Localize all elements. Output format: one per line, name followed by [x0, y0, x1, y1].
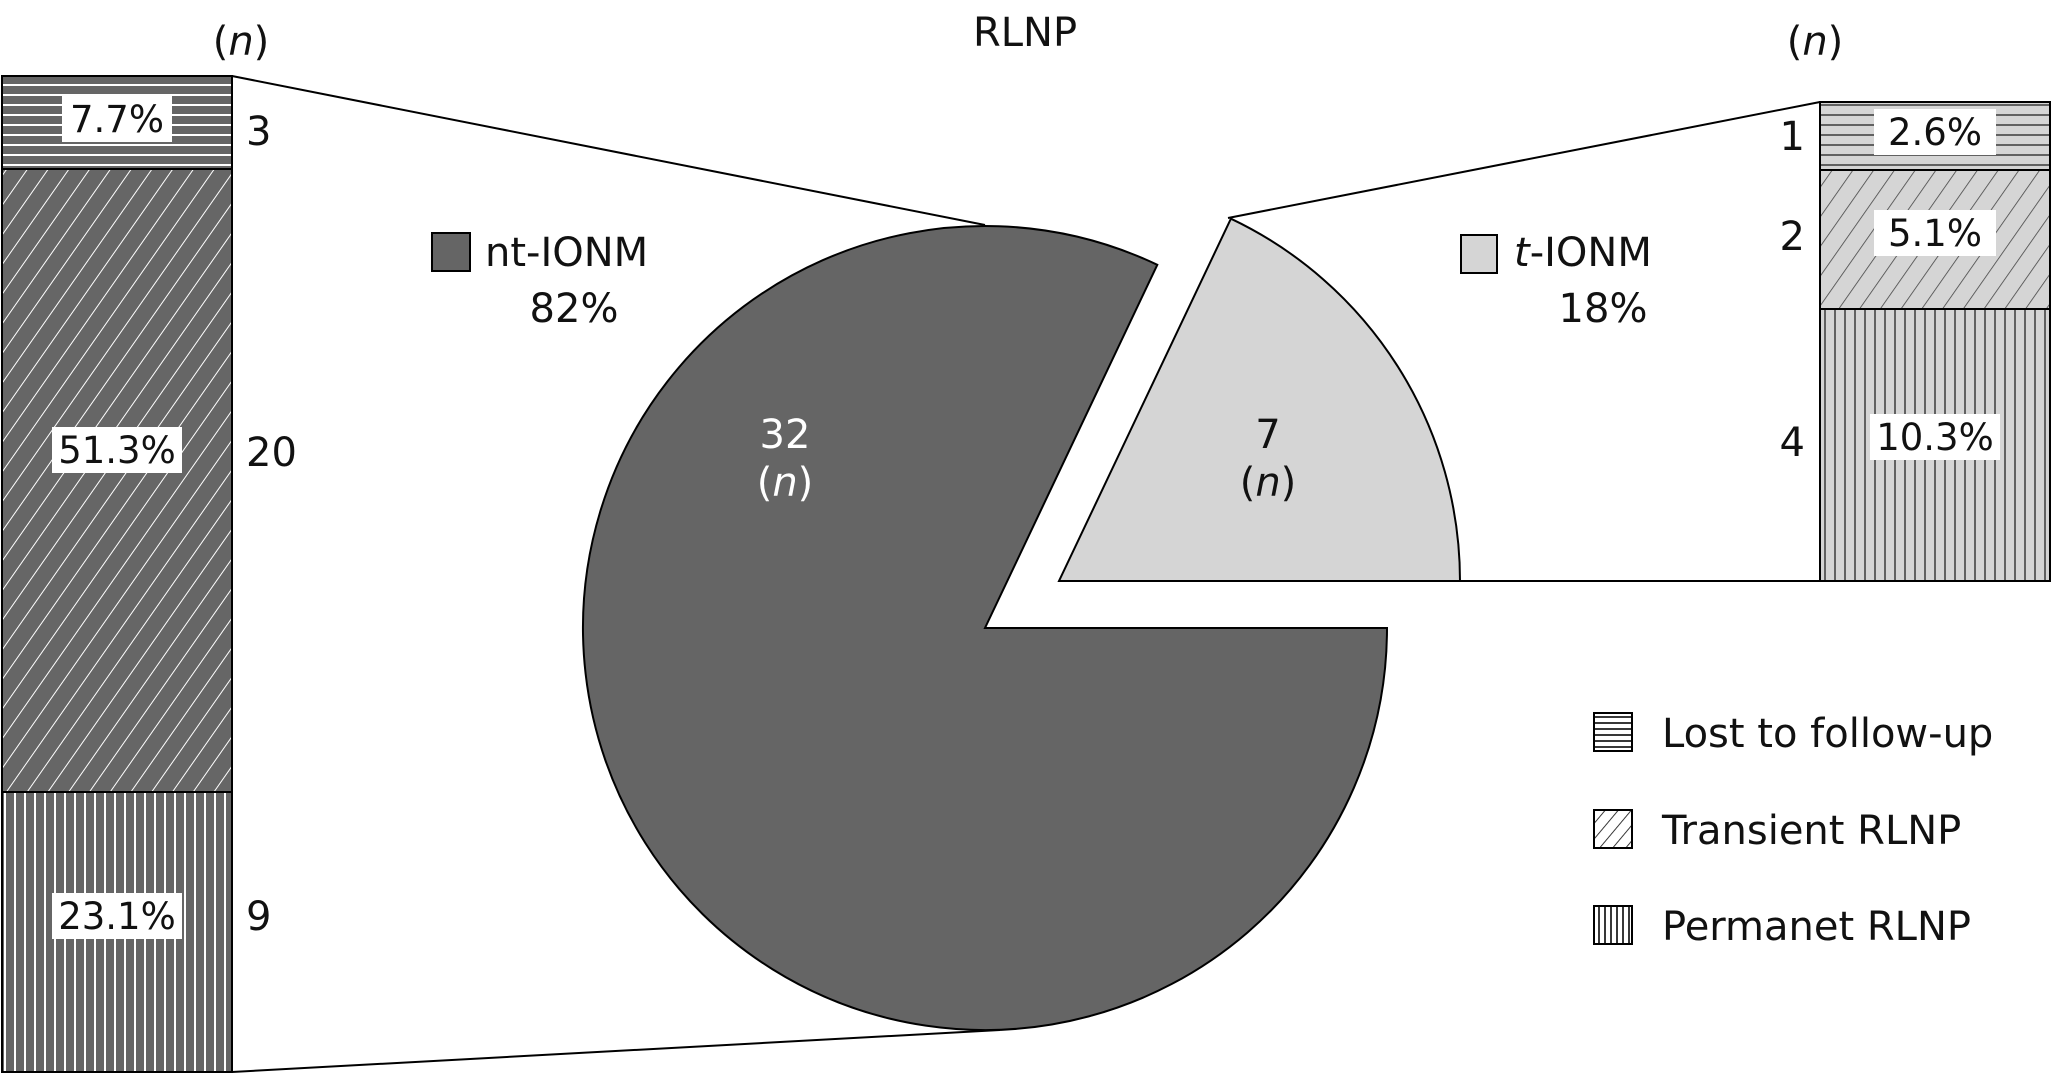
left-bar-header: (n) [213, 19, 270, 65]
right-pct-permanent: 10.3% [1876, 416, 1994, 459]
left-pct-box-lost [62, 96, 172, 142]
connector-right-top [1227, 101, 1821, 219]
left-pct-box-transient [52, 427, 182, 473]
pie-label-nt-unit: (n) [757, 460, 814, 506]
t-ionm-label: t-IONM [1514, 230, 1652, 276]
pie-slice-nt-ionm [582, 225, 1389, 1032]
right-count-lost: 1 [1780, 114, 1805, 160]
left-count-transient: 20 [246, 430, 297, 476]
left-count-permanent: 9 [246, 894, 271, 940]
right-count-transient: 2 [1780, 214, 1805, 260]
nt-ionm-label: nt-IONM [485, 230, 648, 276]
left-bar-header-value: n [228, 19, 253, 65]
connector-left-top [231, 75, 986, 226]
legend: Lost to follow-up Transient RLNP Permane… [1593, 711, 1993, 950]
right-count-permanent: 4 [1780, 420, 1805, 466]
nt-ionm-swatch [431, 232, 471, 272]
pie-label-nt-count: 32 [760, 412, 811, 458]
left-pct-lost: 7.7% [70, 98, 164, 141]
right-pct-box-permanent [1870, 414, 2000, 460]
right-pct-box-transient [1874, 210, 1996, 256]
nt-ionm-percent: 82% [530, 286, 619, 332]
right-stacked-bar: 2.6% 5.1% 10.3% 1 2 4 [1780, 101, 2051, 582]
right-pct-box-lost [1874, 109, 1996, 155]
left-pct-permanent: 23.1% [58, 895, 176, 938]
legend-lost-to-follow-up-icon [1593, 712, 1633, 752]
chart-title: RLNP [973, 10, 1077, 56]
legend-permanent-rlnp-label: Permanet RLNP [1662, 904, 1971, 950]
connector-left-bottom [231, 1029, 1001, 1073]
left-pct-box-permanent [52, 893, 182, 939]
right-bar-header-value: n [1802, 19, 1827, 65]
left-segment-transient-rlnp [1, 168, 233, 793]
right-pct-transient: 5.1% [1888, 212, 1982, 255]
right-pct-lost: 2.6% [1888, 111, 1982, 154]
pie-label-t-unit: (n) [1240, 460, 1297, 506]
pie-label-t-unit-value: n [1255, 460, 1280, 506]
t-ionm-percent: 18% [1559, 286, 1648, 332]
legend-transient-rlnp-icon [1593, 809, 1633, 849]
left-count-lost: 3 [246, 109, 271, 155]
right-bar-header: (n) [1787, 19, 1844, 65]
left-pct-transient: 51.3% [58, 429, 176, 472]
left-stacked-bar: 7.7% 51.3% 23.1% 3 20 9 [1, 75, 297, 1073]
legend-lost-to-follow-up-label: Lost to follow-up [1662, 711, 1993, 757]
legend-transient-rlnp-label: Transient RLNP [1661, 808, 1961, 854]
t-ionm-prefix: t [1514, 230, 1531, 276]
pie-slice-t-ionm [1057, 217, 1462, 582]
legend-permanent-rlnp-icon [1593, 905, 1633, 945]
pie-label-t-count: 7 [1255, 412, 1280, 458]
t-ionm-swatch [1460, 234, 1498, 274]
pie-label-nt-unit-value: n [772, 460, 797, 506]
